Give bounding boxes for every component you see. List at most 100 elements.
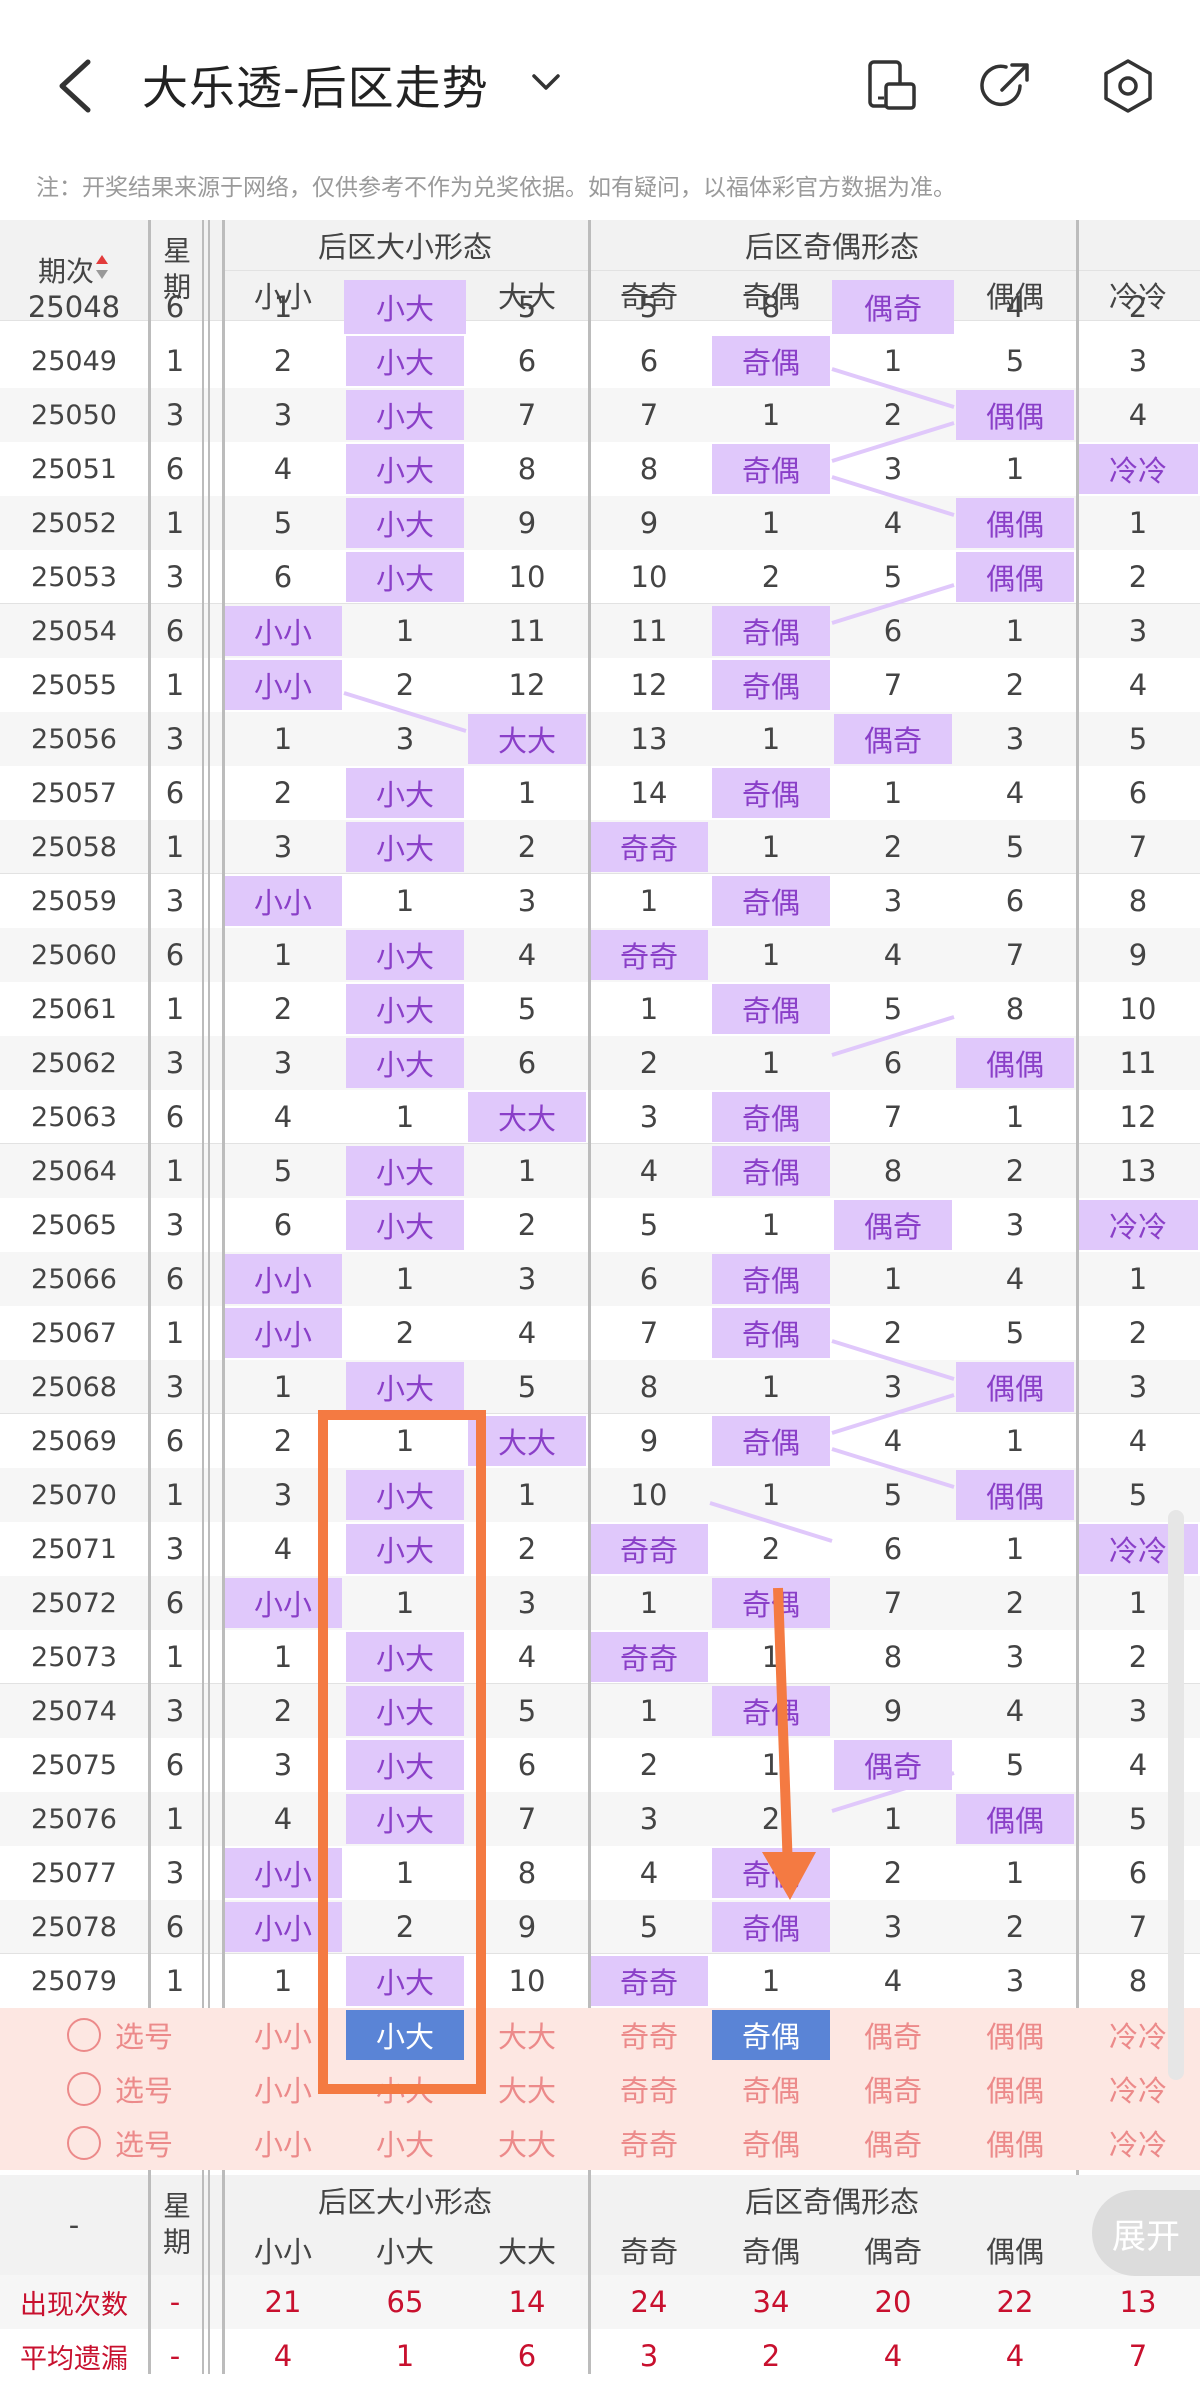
table-row[interactable] bbox=[0, 442, 1200, 496]
pick-option[interactable]: 冷冷 bbox=[1108, 2128, 1167, 2162]
pick-option[interactable]: 冷冷 bbox=[1108, 2020, 1167, 2054]
table-row[interactable] bbox=[0, 334, 1200, 388]
table-row[interactable] bbox=[0, 1306, 1200, 1360]
pick-option[interactable]: 奇奇 bbox=[619, 2128, 678, 2162]
settings-icon[interactable] bbox=[1098, 56, 1158, 116]
table-cell: 8 bbox=[883, 1154, 903, 1188]
stats-value: 22 bbox=[996, 2285, 1034, 2319]
share-icon[interactable] bbox=[976, 56, 1036, 116]
page-title[interactable]: 大乐透-后区走势 bbox=[142, 61, 489, 115]
pick-option[interactable]: 偶奇 bbox=[863, 2128, 922, 2162]
column-separator bbox=[222, 220, 225, 2175]
table-cell: 6 bbox=[639, 344, 659, 378]
table-cell: 7 bbox=[883, 1100, 903, 1134]
footer-dash: - bbox=[68, 2208, 80, 2242]
table-row[interactable] bbox=[0, 1576, 1200, 1630]
table-cell: 奇偶 bbox=[712, 768, 830, 818]
pick-option[interactable]: 偶奇 bbox=[863, 2074, 922, 2108]
table-cell: 3 bbox=[517, 1586, 537, 1620]
table-row[interactable] bbox=[0, 1144, 1200, 1198]
pick-option[interactable]: 大大 bbox=[497, 2128, 556, 2162]
back-icon[interactable] bbox=[52, 56, 102, 116]
radio-icon[interactable] bbox=[66, 2126, 101, 2160]
pick-option[interactable]: 偶奇 bbox=[863, 2020, 922, 2054]
table-row[interactable] bbox=[0, 874, 1200, 928]
table-row[interactable] bbox=[0, 1414, 1200, 1468]
pick-option[interactable]: 奇奇 bbox=[619, 2020, 678, 2054]
pick-option[interactable]: 偶偶 bbox=[985, 2074, 1044, 2108]
stats-value: 20 bbox=[874, 2285, 912, 2319]
table-cell: 奇偶 bbox=[712, 606, 830, 656]
table-cell: 1 bbox=[761, 1964, 781, 1998]
week-cell: 6 bbox=[165, 1424, 185, 1458]
table-cell: 10 bbox=[630, 1478, 668, 1512]
table-cell: 小小 bbox=[224, 660, 342, 710]
table-row[interactable] bbox=[0, 1846, 1200, 1900]
pick-row-toggle[interactable]: 选号 bbox=[40, 2062, 200, 2116]
table-cell: 6 bbox=[639, 1262, 659, 1296]
table-cell: 3 bbox=[1128, 614, 1148, 648]
week-cell: 3 bbox=[165, 1856, 185, 1890]
table-cell: 1 bbox=[761, 1370, 781, 1404]
table-row[interactable] bbox=[0, 766, 1200, 820]
table-cell: 3 bbox=[883, 1370, 903, 1404]
table-row[interactable] bbox=[0, 982, 1200, 1036]
table-cell: 大大 bbox=[468, 714, 586, 764]
table-cell: 3 bbox=[273, 398, 293, 432]
pick-row-toggle[interactable]: 选号 bbox=[40, 2008, 200, 2062]
table-cell: 4 bbox=[639, 1154, 659, 1188]
radio-icon[interactable] bbox=[66, 2018, 101, 2052]
pick-option[interactable]: 大大 bbox=[497, 2074, 556, 2108]
period-cell: 25063 bbox=[31, 1101, 117, 1133]
pick-option[interactable]: 偶偶 bbox=[985, 2128, 1044, 2162]
table-cell: 5 bbox=[883, 560, 903, 594]
chevron-down-icon[interactable] bbox=[528, 64, 564, 100]
pick-option[interactable]: 小小 bbox=[253, 2128, 312, 2162]
pick-option[interactable]: 小大 bbox=[375, 2128, 434, 2162]
pick-option[interactable]: 偶偶 bbox=[985, 2020, 1044, 2054]
table-cell: 3 bbox=[1128, 1370, 1148, 1404]
pick-option[interactable]: 奇偶 bbox=[712, 2010, 830, 2060]
table-row[interactable] bbox=[0, 604, 1200, 658]
pick-row-toggle[interactable]: 选号 bbox=[40, 2116, 200, 2170]
pick-option[interactable]: 奇偶 bbox=[741, 2074, 800, 2108]
table-cell: 小大 bbox=[346, 444, 464, 494]
pick-option[interactable]: 小小 bbox=[253, 2074, 312, 2108]
screen-rotate-icon[interactable] bbox=[862, 56, 922, 116]
table-row[interactable] bbox=[0, 1252, 1200, 1306]
table-cell: 1 bbox=[761, 398, 781, 432]
table-row[interactable] bbox=[0, 1684, 1200, 1738]
pick-option[interactable]: 奇奇 bbox=[619, 2074, 678, 2108]
pick-option[interactable]: 冷冷 bbox=[1108, 2074, 1167, 2108]
table-cell: 冷冷 bbox=[1078, 444, 1198, 494]
table-cell: 1 bbox=[273, 938, 293, 972]
table-row[interactable] bbox=[0, 1738, 1200, 1792]
table-cell: 6 bbox=[883, 1532, 903, 1566]
table-cell: 10 bbox=[508, 560, 546, 594]
table-cell: 2 bbox=[639, 1748, 659, 1782]
table-cell: 5 bbox=[517, 290, 537, 324]
pick-option[interactable]: 小大 bbox=[346, 2010, 464, 2060]
table-cell: 4 bbox=[517, 938, 537, 972]
footer-group-size: 后区大小形态 bbox=[317, 2185, 492, 2219]
scrollbar[interactable] bbox=[1168, 1510, 1184, 2080]
pick-option[interactable]: 大大 bbox=[497, 2020, 556, 2054]
table-cell: 7 bbox=[517, 398, 537, 432]
table-cell: 5 bbox=[1128, 722, 1148, 756]
column-header: 奇偶 bbox=[741, 280, 800, 314]
table-cell: 2 bbox=[1005, 668, 1025, 702]
pick-row bbox=[0, 2062, 1200, 2116]
table-row[interactable] bbox=[0, 712, 1200, 766]
table-cell: 7 bbox=[1005, 938, 1025, 972]
table-row[interactable] bbox=[0, 1198, 1200, 1252]
radio-icon[interactable] bbox=[66, 2072, 101, 2106]
sort-period-header[interactable]: 期次 bbox=[0, 220, 148, 320]
expand-button[interactable]: 展开 bbox=[1092, 2190, 1200, 2276]
annotation-box bbox=[318, 1410, 486, 2094]
table-row[interactable] bbox=[0, 1900, 1200, 1954]
pick-option[interactable]: 奇偶 bbox=[741, 2128, 800, 2162]
table-row[interactable] bbox=[0, 1090, 1200, 1144]
pick-option[interactable]: 小小 bbox=[253, 2020, 312, 2054]
table-cell: 10 bbox=[630, 560, 668, 594]
table-row[interactable] bbox=[0, 658, 1200, 712]
